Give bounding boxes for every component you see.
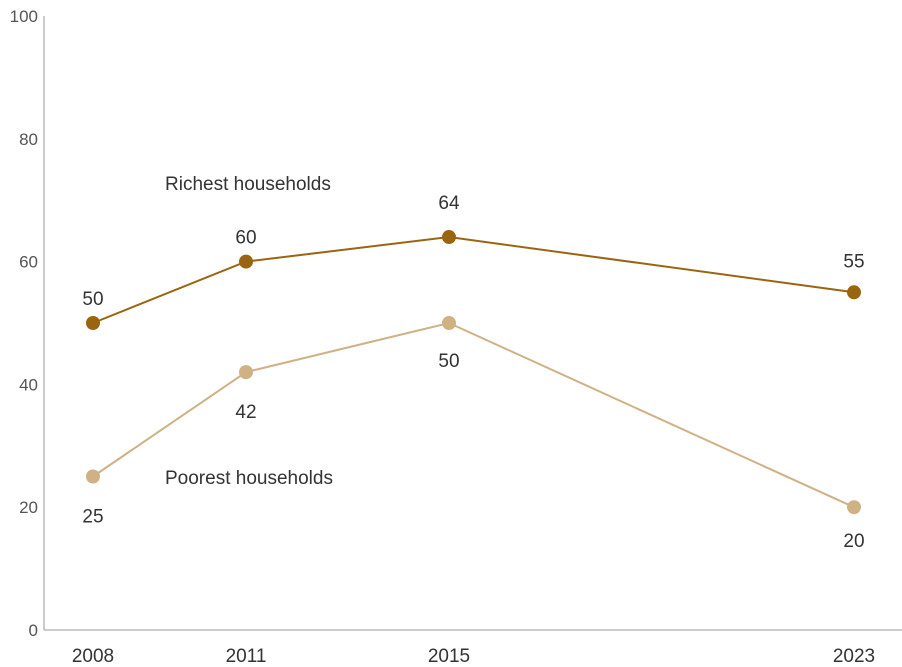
- series-line: [92, 236, 855, 324]
- data-point: [442, 316, 456, 330]
- y-tick-label: 0: [29, 621, 38, 640]
- x-tick-label: 2011: [226, 646, 267, 667]
- data-label: 64: [438, 193, 460, 214]
- y-tick-label: 60: [19, 253, 38, 272]
- data-point: [847, 500, 861, 515]
- series-line: [92, 321, 855, 509]
- data-point: [86, 469, 100, 484]
- data-label: 50: [82, 289, 103, 310]
- data-point: [86, 316, 100, 330]
- x-axis-ticks: 2008 2011 2015 2023: [72, 646, 875, 667]
- data-point: [239, 254, 253, 269]
- x-tick-label: 2015: [428, 646, 470, 667]
- data-label: 50: [438, 351, 459, 372]
- y-tick-label: 100: [10, 7, 38, 26]
- data-label: 55: [843, 251, 864, 272]
- y-tick-label: 40: [19, 375, 38, 394]
- data-label: 25: [82, 507, 103, 528]
- data-point: [442, 230, 456, 245]
- y-axis-ticks: 0 20 40 60 80 100: [10, 7, 38, 640]
- x-tick-label: 2023: [833, 646, 875, 667]
- data-label: 20: [843, 531, 864, 552]
- series-name-label: Richest households: [165, 174, 331, 195]
- data-point: [847, 285, 861, 300]
- data-label: 60: [235, 228, 256, 249]
- x-tick-label: 2008: [72, 646, 114, 667]
- series-names: Richest households Poorest households: [165, 174, 333, 489]
- y-tick-label: 20: [19, 498, 38, 517]
- data-point: [239, 365, 253, 380]
- series-lines: [92, 236, 855, 509]
- y-tick-label: 80: [19, 130, 38, 149]
- series-name-label: Poorest households: [165, 468, 333, 489]
- data-label: 42: [235, 402, 256, 423]
- data-labels: 50 60 64 55 25 42 50 20: [82, 193, 864, 552]
- series-points: [86, 230, 861, 515]
